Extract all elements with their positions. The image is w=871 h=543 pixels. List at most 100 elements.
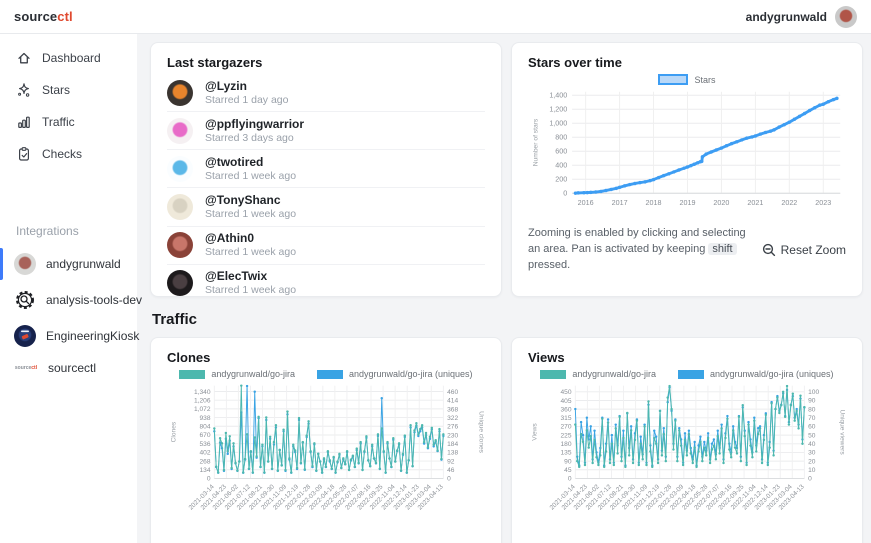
sidebar-item-dashboard[interactable]: Dashboard <box>0 42 137 74</box>
card-views: Views andygrunwald/go-jira andygrunwald/… <box>511 337 863 543</box>
svg-text:2022: 2022 <box>781 199 797 207</box>
stargazer-starred-at: Starred 1 week ago <box>205 169 297 182</box>
integration-item-andygrunwald[interactable]: andygrunwald <box>0 246 137 282</box>
svg-text:360: 360 <box>561 406 572 413</box>
svg-text:670: 670 <box>200 432 211 439</box>
card-title: Stars over time <box>528 55 622 70</box>
svg-text:225: 225 <box>561 432 572 439</box>
clones-chart[interactable]: 0 0 134 46 268 92 402 138 536 184 670 230 804 276 938 3… <box>167 380 485 541</box>
svg-text:Unique clones: Unique clones <box>477 411 484 454</box>
views-chart-legend[interactable]: andygrunwald/go-jira andygrunwald/go-jir… <box>528 369 846 379</box>
svg-text:2018: 2018 <box>646 199 662 207</box>
zoom-help-text: Zooming is enabled by clicking and selec… <box>528 227 746 272</box>
views-chart[interactable]: 0 0 45 10 90 20 135 30 180 40 225 50 270 60 315 70 360 80… <box>528 380 846 541</box>
stargazer-name: @Lyzin <box>205 78 247 93</box>
integration-avatar <box>14 325 36 347</box>
sourcectl-mini-logo: sourcectl <box>14 364 38 371</box>
legend-swatch <box>658 74 689 85</box>
shift-key-badge: shift <box>708 243 737 256</box>
card-title: Views <box>528 350 565 365</box>
svg-text:276: 276 <box>447 424 458 431</box>
stargazer-avatar <box>167 79 193 106</box>
stargazer-starred-at: Starred 3 days ago <box>205 131 294 144</box>
stars-chart-footer: Zooming is enabled by clicking and selec… <box>528 226 846 274</box>
card-title: Clones <box>167 350 211 365</box>
stars-chart[interactable]: 0 200 400 600 800 1,000 1,200 1,400 2016 2017 2018… <box>528 86 846 218</box>
svg-text:1,340: 1,340 <box>194 389 211 396</box>
home-icon <box>18 52 30 64</box>
gear-magnifier-icon <box>14 289 36 311</box>
svg-text:200: 200 <box>555 176 567 184</box>
sidebar-item-stars[interactable]: Stars <box>0 74 137 106</box>
svg-text:402: 402 <box>200 450 211 457</box>
stargazer-row[interactable]: @twotired Starred 1 week ago <box>167 149 485 187</box>
stargazer-name: @ppflyingwarrior <box>205 116 305 131</box>
svg-text:600: 600 <box>555 148 567 156</box>
svg-text:938: 938 <box>200 415 211 422</box>
svg-text:804: 804 <box>200 424 211 431</box>
svg-text:1,206: 1,206 <box>194 397 211 404</box>
svg-text:2016: 2016 <box>578 199 594 207</box>
user-avatar <box>835 5 857 28</box>
stargazer-avatar <box>167 270 193 296</box>
svg-text:322: 322 <box>447 415 458 422</box>
card-title: Last stargazers <box>167 55 263 70</box>
app-logo[interactable]: sourcectl <box>14 9 73 24</box>
svg-text:100: 100 <box>808 389 819 396</box>
stargazer-starred-at: Starred 1 week ago <box>205 284 297 297</box>
svg-text:138: 138 <box>447 450 458 457</box>
reset-zoom-button[interactable]: Reset Zoom <box>762 243 846 257</box>
svg-text:60: 60 <box>808 424 816 431</box>
reset-zoom-label: Reset Zoom <box>780 243 846 258</box>
stargazer-name: @ElecTwix <box>205 269 268 284</box>
clipboard-check-icon <box>18 147 30 161</box>
user-menu[interactable]: andygrunwald <box>746 5 857 28</box>
svg-text:Clones: Clones <box>171 421 178 442</box>
stargazer-row[interactable]: @Athin0 Starred 1 week ago <box>167 225 485 264</box>
svg-text:2020: 2020 <box>713 199 729 207</box>
svg-text:40: 40 <box>808 441 816 448</box>
stargazer-starred-at: Starred 1 week ago <box>205 246 297 258</box>
svg-text:30: 30 <box>808 450 816 457</box>
svg-text:Number of stars: Number of stars <box>533 118 540 166</box>
stargazer-row[interactable]: @ElecTwix Starred 1 week ago <box>167 263 485 297</box>
clones-chart-legend[interactable]: andygrunwald/go-jira andygrunwald/go-jir… <box>167 369 485 379</box>
svg-text:10: 10 <box>808 467 816 474</box>
svg-text:414: 414 <box>447 398 458 405</box>
stargazer-avatar <box>167 193 193 220</box>
legend-label: andygrunwald/go-jira (uniques) <box>709 369 834 379</box>
sidebar-item-traffic[interactable]: Traffic <box>0 106 137 138</box>
svg-text:0: 0 <box>808 476 812 483</box>
svg-text:2019: 2019 <box>680 199 696 207</box>
sidebar: Dashboard Stars Traffic Checks Integrati… <box>0 34 142 543</box>
sidebar-item-label: Traffic <box>42 115 75 129</box>
integration-avatar <box>14 253 36 275</box>
bar-chart-icon <box>18 116 30 129</box>
legend-label: andygrunwald/go-jira <box>211 369 295 379</box>
integration-item-analysis-tools-dev[interactable]: analysis-tools-dev <box>0 282 142 318</box>
legend-swatch <box>316 369 343 379</box>
logo-text-primary: source <box>14 9 58 24</box>
svg-text:90: 90 <box>564 458 572 465</box>
stars-chart-legend[interactable]: Stars <box>528 74 846 85</box>
legend-label: andygrunwald/go-jira <box>572 369 656 379</box>
svg-text:90: 90 <box>808 398 816 405</box>
stargazer-starred-at: Starred 1 day ago <box>205 93 289 106</box>
integration-item-sourcectl[interactable]: sourcectl sourcectl <box>0 354 137 382</box>
svg-text:405: 405 <box>561 398 572 405</box>
stargazer-row[interactable]: @ppflyingwarrior Starred 3 days ago <box>167 111 485 149</box>
sidebar-item-label: Stars <box>42 83 71 97</box>
stargazer-row[interactable]: @Lyzin Starred 1 day ago <box>167 74 485 111</box>
legend-swatch <box>179 369 206 379</box>
svg-text:536: 536 <box>200 441 211 448</box>
integration-item-engineeringkiosk[interactable]: EngineeringKiosk <box>0 318 140 354</box>
stargazer-name: @Athin0 <box>205 231 255 245</box>
main-content: Last stargazers @Lyzin Starred 1 day ago… <box>137 34 871 543</box>
svg-text:45: 45 <box>564 467 572 474</box>
svg-text:0: 0 <box>447 476 451 483</box>
sidebar-item-checks[interactable]: Checks <box>0 138 137 170</box>
integration-label: EngineeringKiosk <box>46 329 140 343</box>
svg-text:315: 315 <box>561 415 572 422</box>
legend-swatch <box>540 369 567 379</box>
stargazer-row[interactable]: @TonyShanc Starred 1 week ago <box>167 187 485 225</box>
